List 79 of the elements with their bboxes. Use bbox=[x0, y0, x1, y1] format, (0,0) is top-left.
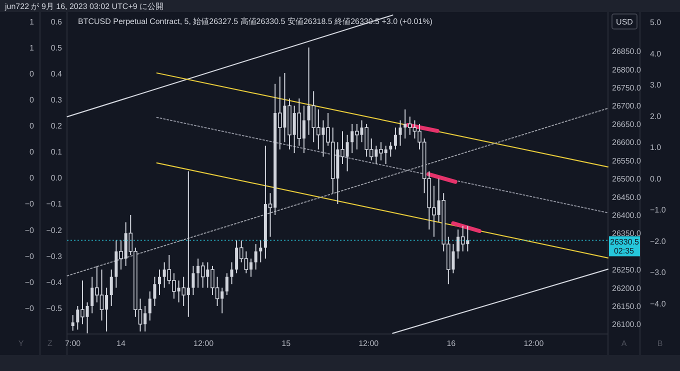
y-tick-label: 26100.0 bbox=[612, 320, 642, 330]
x-tick-label: 14 bbox=[116, 339, 126, 348]
text: 0 bbox=[30, 95, 35, 104]
y3-tick-label: −0.4 bbox=[46, 278, 63, 287]
y-tick-label: 26600.0 bbox=[612, 138, 642, 148]
text: Y bbox=[18, 339, 24, 348]
y-tick-label: 26700.0 bbox=[612, 102, 642, 111]
candlestick bbox=[192, 265, 195, 296]
y3-tick-label: 0.3 bbox=[50, 95, 63, 104]
text: 02:35 bbox=[614, 246, 635, 256]
chart-subtitle: jun722 が 9月 16, 2023 03:02 UTC+9 に公開 bbox=[4, 2, 164, 11]
text: −0 bbox=[24, 252, 35, 261]
y-tick-label: 26650.0 bbox=[612, 120, 642, 129]
text: 0 bbox=[30, 69, 35, 78]
candlestick bbox=[254, 244, 258, 270]
candlestick bbox=[200, 262, 205, 288]
y3-tick-label: 0.1 bbox=[50, 148, 63, 157]
candlestick bbox=[148, 290, 152, 322]
y-tick-label: 26750.0 bbox=[612, 84, 642, 93]
candlestick bbox=[398, 120, 402, 146]
y2-tick-label: −2.0 bbox=[650, 236, 666, 246]
y-tick-label: 26450.0 bbox=[612, 192, 642, 202]
y-tick-label: 26500.0 bbox=[612, 174, 642, 184]
candlestick bbox=[389, 142, 392, 158]
ref-line-label: 26330.5 bbox=[610, 237, 640, 246]
y-tick-label: 26200.0 bbox=[612, 284, 642, 293]
text: A bbox=[621, 339, 628, 348]
y2-tick-label: 3.0 bbox=[650, 80, 662, 90]
y2-tick-label: −3.0 bbox=[650, 268, 666, 278]
y2-tick-label: −1.0 bbox=[650, 206, 666, 215]
text: 1 bbox=[30, 43, 35, 52]
y-tick-label: 26150.0 bbox=[612, 302, 642, 311]
text: Z bbox=[48, 339, 53, 348]
text: −0 bbox=[24, 200, 35, 209]
text: −0 bbox=[24, 304, 35, 313]
y3-tick-label: −0.3 bbox=[46, 252, 63, 261]
y3-tick-label: 0.2 bbox=[50, 122, 63, 131]
y2-tick-label: 1.0 bbox=[650, 143, 662, 152]
y-tick-label: 26400.0 bbox=[612, 210, 642, 220]
candlestick bbox=[158, 269, 162, 296]
y3-tick-label: 0.5 bbox=[50, 43, 63, 52]
y3-tick-label: 0.6 bbox=[50, 17, 63, 26]
y-axis-title: USD bbox=[616, 18, 634, 26]
y2-tick-label: −4.0 bbox=[650, 299, 666, 308]
text: B bbox=[657, 339, 663, 348]
y3-tick-label: −0.2 bbox=[46, 226, 63, 235]
candlestick bbox=[460, 225, 465, 252]
candlestick bbox=[230, 262, 234, 285]
text: −0 bbox=[24, 278, 35, 287]
y3-tick-label: −0.1 bbox=[46, 200, 63, 209]
text: 0 bbox=[30, 174, 35, 183]
y-tick-label: 26850.0 bbox=[612, 47, 642, 56]
x-tick-label: 15 bbox=[282, 339, 292, 348]
x-tick-label: 12:00 bbox=[194, 339, 214, 348]
candlestick bbox=[394, 127, 397, 150]
text: 0 bbox=[30, 122, 35, 131]
x-tick-label: 16 bbox=[446, 339, 456, 348]
y3-tick-label: −0.5 bbox=[46, 304, 63, 313]
y-tick-label: 26800.0 bbox=[612, 65, 642, 74]
x-tick-label: 7:00 bbox=[65, 339, 82, 348]
y3-tick-label: 0.0 bbox=[50, 174, 63, 183]
y-tick-label: 26550.0 bbox=[612, 156, 642, 166]
x-tick-label: 12:00 bbox=[358, 339, 380, 348]
y2-tick-label: 4.0 bbox=[650, 49, 662, 58]
text: 1 bbox=[30, 17, 35, 26]
candlestick bbox=[110, 269, 113, 306]
candlestick bbox=[153, 276, 156, 306]
y2-tick-label: 5.0 bbox=[650, 18, 662, 28]
x-tick-label: 12:00 bbox=[524, 339, 544, 348]
candlestick bbox=[225, 272, 228, 296]
y3-tick-label: 0.4 bbox=[50, 69, 63, 78]
y-tick-label: 26350.0 bbox=[612, 229, 642, 238]
y-tick-label: 26250.0 bbox=[612, 266, 642, 275]
candlestick bbox=[259, 240, 262, 263]
text: 0 bbox=[30, 148, 35, 157]
y2-tick-label: 2.0 bbox=[650, 112, 662, 121]
y2-tick-label: 0.0 bbox=[650, 174, 662, 184]
text: −0 bbox=[24, 226, 35, 235]
candlestick bbox=[71, 314, 74, 332]
